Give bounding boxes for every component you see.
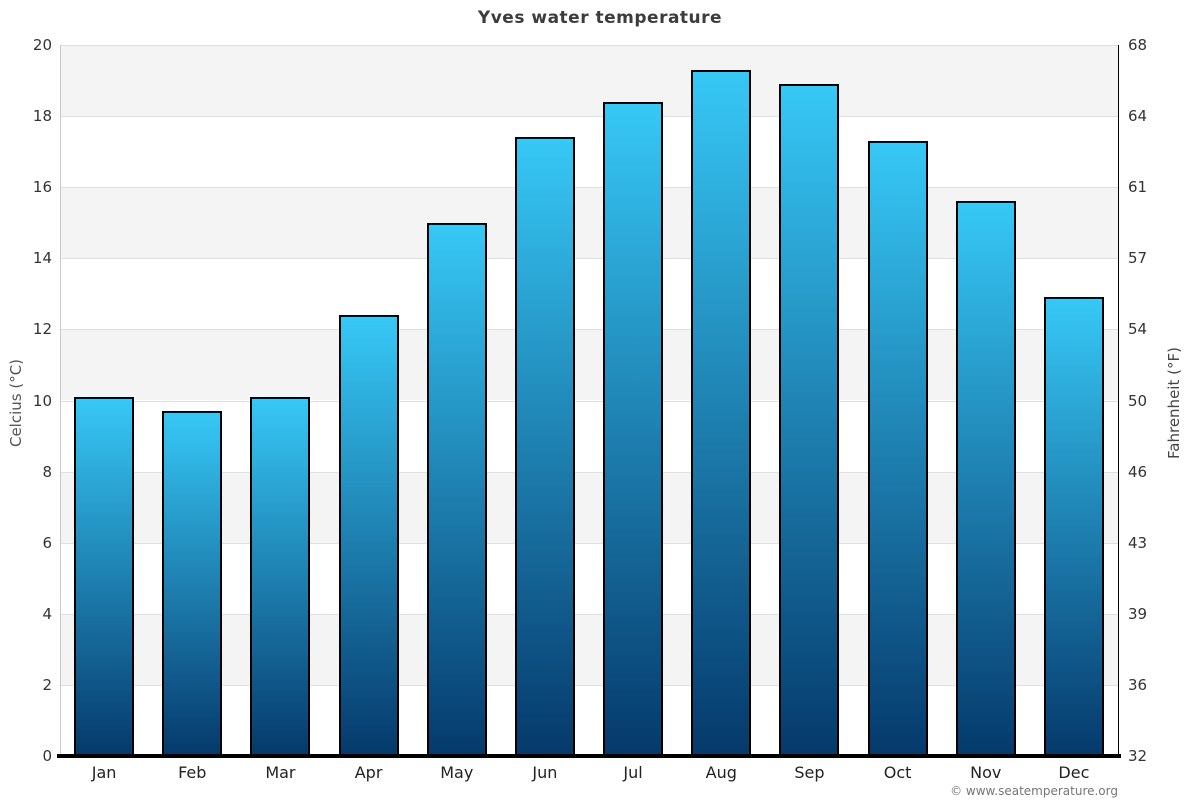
background-band xyxy=(60,258,1118,330)
bar-mar[interactable] xyxy=(250,397,310,756)
copyright-credit: © www.seatemperature.org xyxy=(950,784,1118,798)
xtick-jan: Jan xyxy=(91,763,117,782)
gridline xyxy=(60,45,1118,46)
bar-may[interactable] xyxy=(427,223,487,756)
ytick-celsius-8: 8 xyxy=(42,462,52,481)
ytick-fahrenheit-50: 50 xyxy=(1128,391,1148,410)
background-band xyxy=(60,684,1118,756)
ytick-celsius-14: 14 xyxy=(32,249,52,268)
xtick-jul: Jul xyxy=(623,763,643,782)
gridline xyxy=(60,187,1118,188)
xtick-feb: Feb xyxy=(178,763,207,782)
gridline xyxy=(60,258,1118,259)
ytick-celsius-10: 10 xyxy=(32,391,52,410)
bar-sep[interactable] xyxy=(779,84,839,756)
gridline xyxy=(60,685,1118,686)
gridline xyxy=(60,116,1118,117)
gridline xyxy=(60,329,1118,330)
x-axis-line xyxy=(57,754,1121,758)
bar-jan[interactable] xyxy=(74,397,134,756)
ytick-fahrenheit-61: 61 xyxy=(1128,178,1148,197)
ytick-celsius-2: 2 xyxy=(42,675,52,694)
xtick-oct: Oct xyxy=(883,763,912,782)
ytick-fahrenheit-39: 39 xyxy=(1128,604,1148,623)
xtick-jun: Jun xyxy=(532,763,558,782)
ytick-celsius-18: 18 xyxy=(32,107,52,126)
gridline xyxy=(60,472,1118,473)
background-band xyxy=(60,542,1118,614)
background-band xyxy=(60,187,1118,259)
xtick-dec: Dec xyxy=(1058,763,1090,782)
bar-nov[interactable] xyxy=(956,201,1016,756)
ytick-fahrenheit-46: 46 xyxy=(1128,462,1148,481)
y-axis-line-left xyxy=(60,45,61,756)
xtick-sep: Sep xyxy=(794,763,825,782)
background-band xyxy=(60,613,1118,685)
gridline xyxy=(60,543,1118,544)
y-axis-title-fahrenheit: Fahrenheit (°F) xyxy=(1165,347,1183,459)
ytick-fahrenheit-68: 68 xyxy=(1128,36,1148,54)
ytick-fahrenheit-57: 57 xyxy=(1128,249,1148,268)
xtick-mar: Mar xyxy=(265,763,296,782)
bar-apr[interactable] xyxy=(339,315,399,756)
background-band xyxy=(60,116,1118,188)
ytick-celsius-4: 4 xyxy=(42,604,52,623)
ytick-celsius-16: 16 xyxy=(32,178,52,197)
bar-jun[interactable] xyxy=(515,137,575,756)
gridline xyxy=(60,614,1118,615)
ytick-fahrenheit-54: 54 xyxy=(1128,320,1148,339)
ytick-fahrenheit-36: 36 xyxy=(1128,675,1148,694)
bar-aug[interactable] xyxy=(691,70,751,756)
xtick-apr: Apr xyxy=(354,763,383,782)
ytick-fahrenheit-43: 43 xyxy=(1128,533,1148,552)
ytick-celsius-0: 0 xyxy=(42,747,52,765)
chart-title: Yves water temperature xyxy=(477,8,723,28)
xtick-nov: Nov xyxy=(970,763,1002,782)
ytick-celsius-12: 12 xyxy=(32,320,52,339)
y-axis-line-right xyxy=(1118,45,1119,756)
bar-oct[interactable] xyxy=(868,141,928,756)
xtick-aug: Aug xyxy=(705,763,737,782)
background-band xyxy=(60,45,1118,117)
bar-feb[interactable] xyxy=(162,411,222,756)
ytick-celsius-20: 20 xyxy=(32,36,52,54)
background-band xyxy=(60,471,1118,543)
y-axis-title-celsius: Celcius (°C) xyxy=(7,358,25,448)
plot-area xyxy=(60,45,1118,757)
xtick-may: May xyxy=(440,763,474,782)
bar-jul[interactable] xyxy=(603,102,663,756)
background-band xyxy=(60,400,1118,472)
gridline xyxy=(60,401,1118,402)
ytick-celsius-6: 6 xyxy=(42,533,52,552)
bar-dec[interactable] xyxy=(1044,297,1104,756)
background-band xyxy=(60,329,1118,401)
ytick-fahrenheit-32: 32 xyxy=(1128,747,1148,765)
ytick-fahrenheit-64: 64 xyxy=(1128,107,1148,126)
